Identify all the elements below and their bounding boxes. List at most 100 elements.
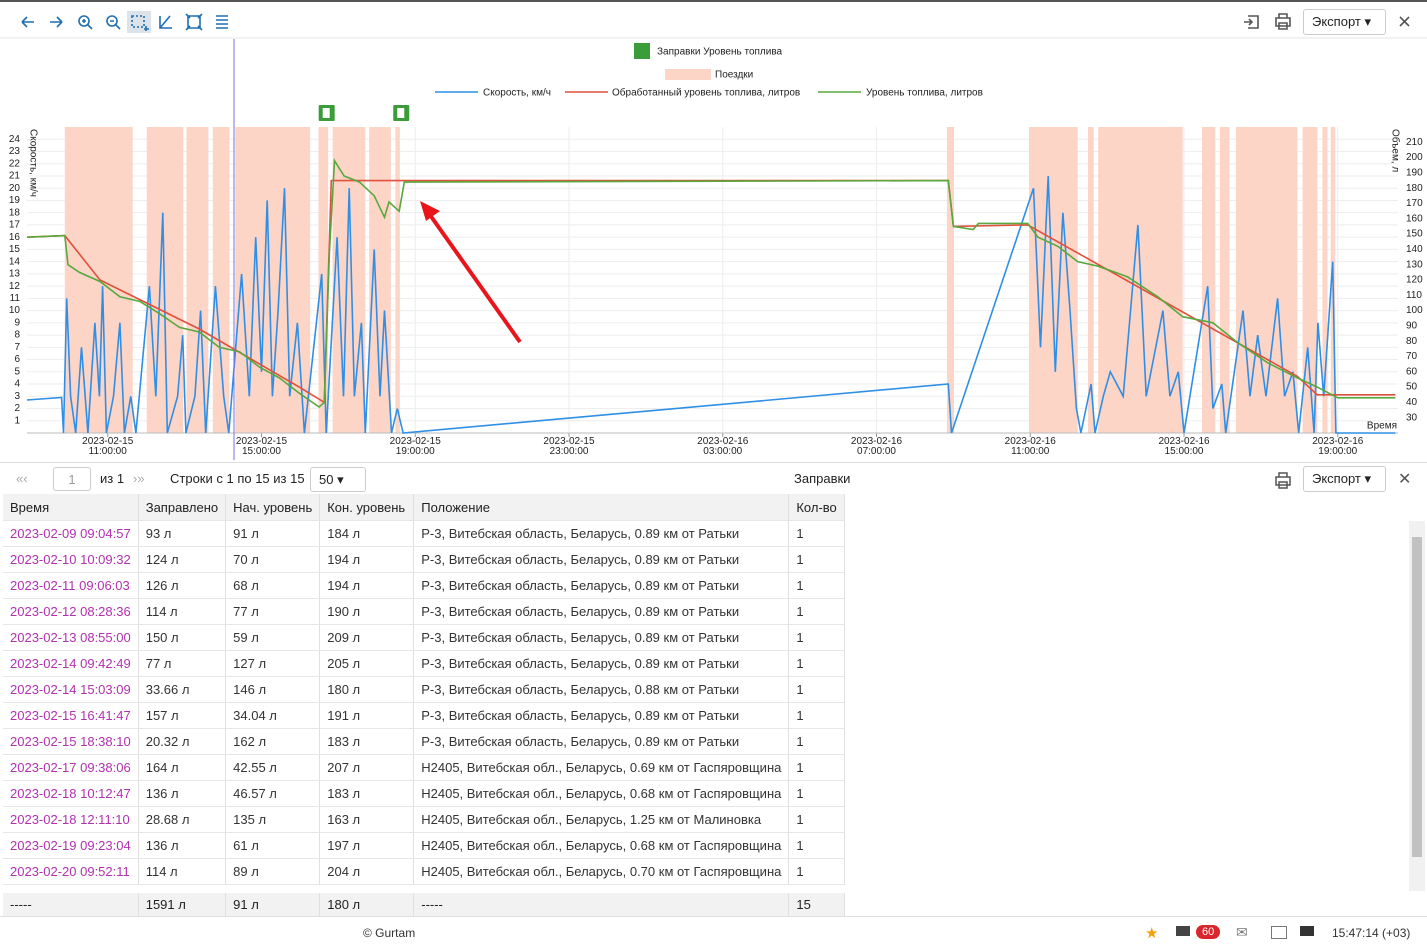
y-tick-label: 7 (14, 342, 20, 353)
open-icon[interactable] (1244, 15, 1259, 29)
y2-tick-label: 190 (1406, 168, 1423, 179)
trip-area (1219, 127, 1230, 433)
trip-area (212, 127, 230, 433)
table-cell: 1 (788, 858, 846, 885)
table-cell: 33.66 л (138, 676, 227, 703)
trip-area (186, 127, 209, 433)
table-cell: 2023-02-14 15:03:09 (3, 676, 139, 703)
table-cell: 204 л (319, 858, 415, 885)
print-icon[interactable] (1270, 469, 1296, 491)
table-row: 2023-02-11 09:06:03 126 л 68 л 194 л Р-3, Ви… (3, 572, 846, 599)
table-cell: 2023-02-20 09:52:11 (3, 858, 139, 885)
messages-icon[interactable] (1176, 926, 1190, 936)
first-prev[interactable]: «‹ (16, 471, 28, 486)
zoom-in-icon[interactable] (78, 15, 90, 27)
y2-tick-label: 140 (1406, 244, 1423, 255)
close-icon[interactable]: ✕ (1398, 471, 1412, 488)
table-cell: 1 (788, 806, 846, 833)
table-cell: 2023-02-13 08:55:00 (3, 624, 139, 651)
y-tick-label: 17 (9, 220, 21, 231)
trip-area (1087, 127, 1094, 433)
table-cell: 70 л (225, 546, 321, 573)
footer-cell: 91 л (225, 892, 321, 916)
column-header: Нач. уровень (225, 494, 321, 521)
image-icon[interactable] (1271, 926, 1287, 939)
panel-icon[interactable] (1300, 926, 1314, 936)
table-cell: 135 л (225, 806, 321, 833)
next-last[interactable]: ›» (133, 471, 145, 486)
x-tick-label: 2023-02-16 07:00:00 (850, 436, 903, 457)
table-row: 2023-02-15 16:41:47 157 л 34.04 л 191 л Р-3,… (3, 702, 846, 729)
forward-icon[interactable] (50, 16, 63, 28)
page-size[interactable]: 50 ▾ (310, 467, 366, 492)
trip-area (1322, 127, 1328, 433)
table-cell: 1 (788, 754, 846, 781)
refuel-table: Время Заправлено Нач. уровень Кон. уровень П… (3, 494, 846, 916)
trip-area (318, 127, 329, 433)
zoom-out-icon[interactable] (106, 15, 118, 27)
export-label[interactable]: Экспорт (1312, 471, 1361, 486)
y-tick-label: 8 (14, 330, 20, 341)
x-axis-label: Время (1367, 421, 1397, 432)
table-cell: 61 л (225, 832, 321, 859)
export-label[interactable]: Экспорт (1312, 14, 1361, 29)
table-export-button[interactable]: Экспорт ▾ (1303, 466, 1386, 492)
table-cell: 184 л (319, 520, 415, 547)
table-cell: Р-3, Витебская область, Беларусь, 0.89 к… (413, 572, 790, 599)
mail-icon[interactable]: ✉ (1236, 924, 1248, 940)
table-cell: 197 л (319, 832, 415, 859)
table-cell: 1 (788, 728, 846, 755)
table-row: 2023-02-17 09:38:06 164 л 42.55 л 207 л Н240… (3, 754, 846, 781)
table-cell: Р-3, Витебская область, Беларусь, 0.89 к… (413, 624, 790, 651)
y-tick-label: 9 (14, 317, 20, 328)
badge[interactable]: 60 (1196, 925, 1221, 939)
table-cell: 77 л (225, 598, 321, 625)
y-tick-label: 6 (14, 354, 20, 365)
y2-tick-label: 160 (1406, 213, 1423, 224)
x-zoom-icon[interactable] (159, 15, 172, 29)
table-row: 2023-02-15 18:38:10 20.32 л 162 л 183 л Р-3,… (3, 728, 846, 755)
y2-tick-label: 60 (1406, 366, 1418, 377)
fit-icon[interactable] (185, 13, 203, 31)
favorite-icon[interactable]: ★ (1145, 925, 1159, 942)
trip-area (1201, 127, 1216, 433)
page-size-value[interactable]: 50 (319, 472, 334, 487)
table-cell: 136 л (138, 780, 227, 807)
copyright: © Gurtam (363, 926, 416, 940)
clock: 15:47:14 (+03) (1332, 926, 1411, 940)
legend-trip-swatch (665, 69, 711, 80)
table-cell: Р-3, Витебская область, Беларусь, 0.88 к… (413, 676, 790, 703)
y-tick-label: 11 (10, 293, 21, 304)
column-header: Кол-во (788, 494, 846, 521)
x-tick-label: 2023-02-15 19:00:00 (389, 436, 441, 457)
series-line (26, 179, 1396, 404)
table-cell: 164 л (138, 754, 227, 781)
table-cell: 42.55 л (225, 754, 321, 781)
table-row: 2023-02-14 15:03:09 33.66 л 146 л 180 л Р-3,… (3, 676, 846, 703)
y-tick-label: 20 (9, 183, 21, 194)
close-icon[interactable] (1399, 16, 1410, 27)
table-cell: 127 л (225, 650, 321, 677)
scrollbar[interactable] (1409, 521, 1425, 891)
trip-area (1028, 127, 1078, 433)
export-button[interactable]: Экспорт ▾ (1303, 9, 1386, 35)
table-cell: 1 (788, 520, 846, 547)
plot-area: 1234567891011121314151617181920212223243… (9, 43, 1423, 437)
page-input[interactable]: 1 (53, 467, 91, 491)
table-cell: Р-3, Витебская область, Беларусь, 0.89 к… (413, 520, 790, 547)
y-tick-label: 1 (14, 415, 20, 426)
column-header: Заправлено (138, 494, 227, 521)
rows-info: Строки с 1 по 15 из 15 (170, 471, 305, 486)
legend-icon[interactable] (216, 15, 228, 29)
x-tick-label: 2023-02-15 15:00:00 (235, 436, 288, 457)
y-tick-label: 10 (9, 305, 21, 316)
print-icon[interactable] (1275, 13, 1291, 30)
table-cell: 157 л (138, 702, 227, 729)
table-cell: 2023-02-15 18:38:10 (3, 728, 139, 755)
table-cell: 124 л (138, 546, 227, 573)
table-cell: 136 л (138, 832, 227, 859)
toolbar-icons[interactable] (21, 11, 1410, 33)
back-icon[interactable] (21, 16, 34, 28)
table-cell: 2023-02-09 09:04:57 (3, 520, 139, 547)
